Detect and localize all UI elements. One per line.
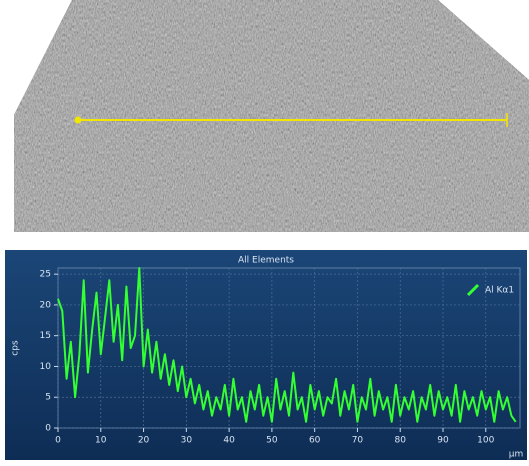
x-tick-label: 80 <box>394 436 406 446</box>
x-tick-label: 50 <box>266 436 278 446</box>
x-axis-label: µm <box>509 450 524 460</box>
y-tick-label: 10 <box>40 362 52 372</box>
chart-title: All Elements <box>238 256 294 266</box>
x-tick-label: 30 <box>181 436 193 446</box>
y-tick-label: 15 <box>40 331 51 341</box>
y-tick-label: 0 <box>45 424 51 434</box>
y-tick-label: 25 <box>40 270 51 280</box>
x-tick-label: 10 <box>95 436 107 446</box>
x-tick-label: 40 <box>223 436 235 446</box>
x-tick-label: 60 <box>309 436 321 446</box>
sem-image <box>0 0 529 232</box>
x-tick-label: 0 <box>55 436 61 446</box>
x-tick-label: 20 <box>138 436 150 446</box>
legend-label: Al Kα1 <box>485 286 514 296</box>
figure: All Elements cps µm 0 5 10 15 20 25 0 10 20 30 40 5… <box>0 0 529 462</box>
x-tick-label: 90 <box>437 436 449 446</box>
x-tick-label: 100 <box>477 436 494 446</box>
y-tick-label: 20 <box>40 300 52 310</box>
y-tick-label: 5 <box>45 393 51 403</box>
x-tick-label: 70 <box>352 436 364 446</box>
y-axis-label: cps <box>11 340 21 356</box>
